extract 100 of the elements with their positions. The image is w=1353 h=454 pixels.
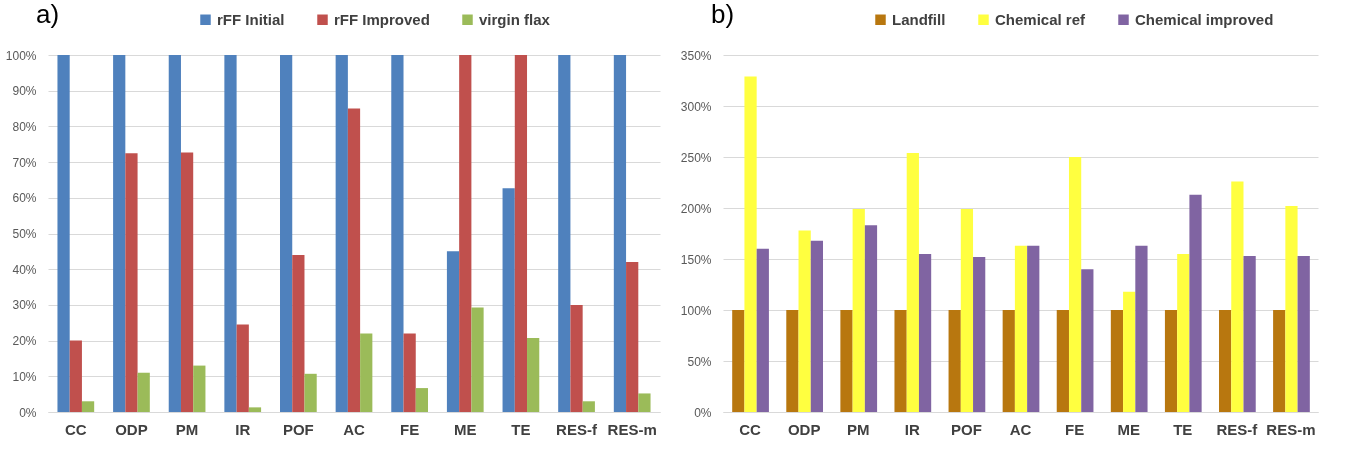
bar (1056, 310, 1069, 412)
legend-label: Chemical improved (1135, 10, 1274, 28)
bar (786, 310, 799, 412)
bar (1285, 205, 1298, 412)
y-tick-label: 90% (12, 84, 37, 99)
bar (732, 310, 745, 412)
x-tick-label: TE (1173, 420, 1193, 438)
bar (1243, 255, 1256, 412)
y-tick-label: 150% (680, 252, 712, 267)
y-tick-label: 50% (12, 227, 37, 241)
y-tick-label: 100% (5, 48, 37, 63)
x-tick-label: ODP (115, 420, 148, 438)
bar (471, 307, 484, 412)
bar (840, 310, 853, 412)
bar (168, 55, 181, 412)
bar (918, 253, 932, 412)
bar (1110, 310, 1124, 412)
bar (180, 152, 194, 412)
x-tick-label: POF (950, 420, 982, 438)
x-tick-label: CC (64, 420, 87, 438)
bar (113, 55, 126, 412)
bar (906, 152, 919, 412)
bar (948, 310, 961, 412)
y-tick-label: 300% (680, 99, 712, 114)
y-tick-label: 200% (680, 201, 712, 216)
x-tick-label: FE (1065, 420, 1085, 438)
x-tick-label: ME (1117, 420, 1140, 438)
y-tick-label: 250% (680, 150, 712, 165)
bar (514, 55, 528, 412)
x-tick-label: FE (400, 420, 420, 438)
legend-label: Chemical ref (995, 10, 1087, 28)
bar (613, 55, 627, 412)
bar (502, 188, 515, 412)
bar (280, 55, 293, 412)
bar (193, 365, 206, 412)
y-tick-label: 60% (12, 191, 37, 206)
bar (1297, 255, 1310, 412)
x-tick-label: IR (235, 420, 251, 438)
bar (1189, 194, 1202, 412)
bar (810, 240, 824, 412)
y-tick-label: 50% (687, 354, 712, 369)
legend-label: rFF Initial (217, 10, 285, 28)
bar (415, 388, 428, 412)
x-tick-label: TE (511, 420, 531, 438)
bar (756, 248, 769, 412)
bar (1002, 310, 1015, 412)
bar (570, 304, 583, 412)
y-tick-label: 0% (19, 405, 37, 420)
bar (335, 55, 348, 412)
bar (864, 225, 878, 412)
x-tick-label: AC (343, 420, 365, 438)
legend-label: Landfill (892, 10, 946, 28)
x-tick-label: PM (846, 420, 870, 438)
bar (236, 324, 249, 412)
bar (459, 55, 472, 412)
bar (798, 230, 811, 412)
bar (582, 401, 595, 412)
x-tick-label: RES-f (556, 420, 598, 438)
bar (1219, 310, 1232, 412)
bar (1273, 310, 1286, 412)
chart-title: a) (36, 0, 60, 29)
y-tick-label: 20% (12, 334, 37, 349)
x-tick-label: IR (904, 420, 920, 438)
y-tick-label: 80% (12, 119, 37, 134)
bar (1027, 245, 1040, 412)
bar (527, 338, 540, 412)
bar (391, 55, 404, 412)
bar (852, 209, 865, 412)
bar (1135, 245, 1148, 412)
bar (1068, 157, 1082, 412)
x-tick-label: ODP (787, 420, 821, 438)
chart-title: b) (711, 0, 735, 29)
bar (347, 108, 361, 412)
bar (125, 153, 138, 412)
y-tick-label: 100% (680, 303, 712, 318)
bar (1177, 253, 1190, 412)
bar (973, 256, 986, 412)
legend-label: virgin flax (479, 10, 551, 28)
bar (626, 262, 639, 412)
x-tick-label: RES-f (1216, 420, 1259, 438)
bar (446, 251, 460, 412)
bar (248, 407, 262, 412)
bar (1231, 181, 1244, 412)
bar (224, 55, 237, 412)
bar (69, 340, 82, 412)
bar (638, 393, 651, 412)
bar (894, 310, 907, 412)
bar (360, 333, 373, 412)
x-tick-label: RES-m (1266, 420, 1316, 438)
x-tick-label: PM (175, 420, 199, 438)
y-tick-label: 10% (12, 369, 37, 384)
x-tick-label: AC (1009, 420, 1032, 438)
bar (960, 209, 974, 412)
bar (292, 254, 305, 412)
bar (1014, 245, 1028, 412)
bar (57, 55, 70, 412)
bar (558, 55, 571, 412)
x-tick-label: ME (454, 420, 477, 438)
bar (1123, 291, 1136, 412)
legend-label: rFF Improved (334, 10, 430, 28)
